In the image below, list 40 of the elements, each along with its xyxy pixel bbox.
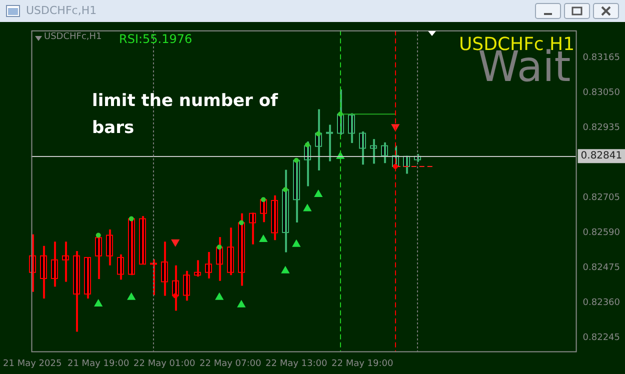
point [238, 220, 244, 226]
x-tick-label: 22 May 13:00 [266, 358, 328, 369]
point [282, 187, 288, 192]
y-tick-label: 0.82705 [582, 192, 620, 203]
x-tick-label: 22 May 07:00 [200, 358, 262, 369]
x-tick-label: 22 May 19:00 [332, 358, 394, 369]
x-tick-label: 22 May 01:00 [134, 358, 196, 369]
point [128, 216, 134, 222]
point [316, 131, 321, 136]
y-tick-label: 0.82475 [582, 262, 620, 273]
y-tick-label: 0.83165 [582, 52, 620, 63]
annotation: limit the number of bars [92, 90, 279, 140]
point [260, 197, 266, 202]
y-tick-label: 0.83050 [582, 88, 620, 98]
y-tick-label: 0.82590 [582, 228, 620, 238]
point [303, 204, 312, 212]
point [216, 244, 222, 250]
point [215, 292, 224, 300]
point [314, 190, 322, 197]
point [292, 240, 300, 247]
y-tick-label: 0.82245 [582, 332, 620, 343]
point [294, 158, 299, 163]
point [237, 300, 246, 308]
annotation: USDCHFc,H1 [44, 32, 102, 42]
y-tick-label: 0.82360 [582, 298, 620, 308]
point [304, 142, 310, 148]
x-tick-label: 21 May 2025 [3, 358, 62, 369]
x-tick-label: 21 May 19:00 [68, 358, 130, 369]
point [172, 293, 178, 298]
y-tick-label: 0.82935 [582, 122, 620, 133]
point [281, 266, 290, 274]
point [392, 164, 398, 169]
annotation: RSI:55.1976 [119, 32, 192, 46]
point [96, 232, 101, 238]
point [259, 235, 268, 242]
point [94, 300, 102, 307]
point [171, 239, 180, 246]
point [127, 292, 136, 300]
chart-title: USDCHFc,H1 [26, 4, 97, 17]
ref-line-label: 0.82841 [580, 150, 622, 162]
